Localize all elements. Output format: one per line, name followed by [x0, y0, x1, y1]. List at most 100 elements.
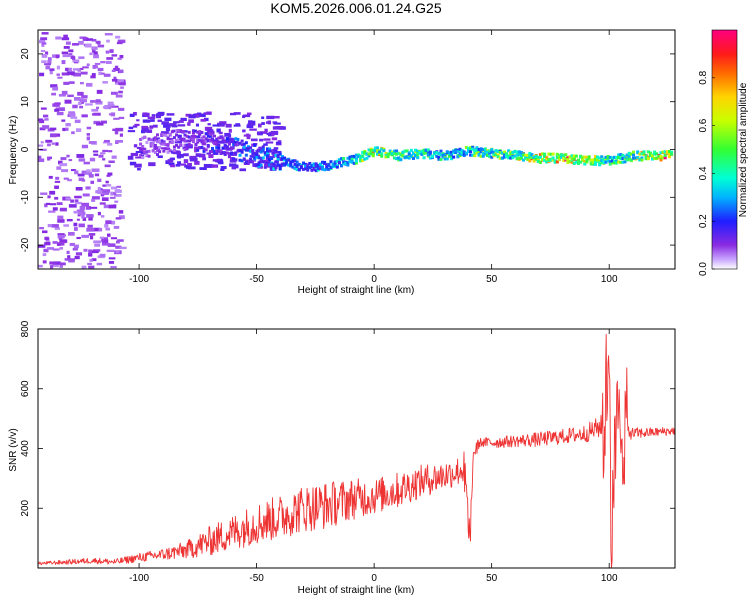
spectrogram-cell [608, 155, 612, 159]
spectrogram-cell [629, 158, 633, 162]
spectrogram-cell [120, 86, 124, 89]
spectrogram-cell [257, 123, 262, 128]
spectrogram-cell [191, 129, 195, 133]
spectrogram-cell [93, 54, 99, 59]
spectrogram-cell [256, 131, 262, 135]
spectrogram-cell [176, 153, 184, 158]
spectrogram-cell [450, 153, 454, 157]
spectrogram-cell [477, 147, 481, 151]
spectrogram-cell [200, 145, 204, 149]
spectrogram-cell [403, 149, 407, 153]
spectrogram-cell [213, 139, 217, 143]
spectrogram-cell [299, 166, 303, 170]
spectrogram-cell [110, 91, 118, 95]
spectrogram-cell [238, 141, 242, 145]
spectrogram-cell [521, 158, 525, 162]
spectrogram-cell [104, 164, 111, 168]
spectrogram-cell [40, 141, 44, 144]
spectrogram-cell [88, 141, 96, 144]
spectrogram-cell [195, 153, 201, 157]
spectrogram-cell [72, 43, 79, 46]
spectrogram-cell [177, 138, 181, 142]
spectrogram-cell [221, 151, 225, 155]
spectrogram-cell [147, 149, 151, 153]
spectrogram-cell [572, 161, 576, 165]
spectrogram-cell [496, 155, 500, 159]
spectrogram-cell [47, 143, 51, 147]
spectrogram-cell [293, 166, 297, 170]
spectrogram-cell [178, 120, 184, 123]
spectrogram-cell [88, 249, 93, 254]
spectrogram-cell [260, 131, 268, 134]
spectrogram-cell [265, 155, 271, 160]
spectrogram-cell [264, 128, 268, 133]
spectrogram-cell [249, 123, 256, 126]
spectrogram-cell [236, 149, 240, 153]
spectrogram-cell [54, 227, 60, 230]
spectrogram-cell [282, 163, 286, 167]
spectrogram-cell [50, 84, 58, 88]
spectrogram-cell [325, 165, 329, 169]
spectrogram-cell [266, 115, 275, 120]
spectrogram-cell [211, 137, 215, 141]
spectrogram-cell [579, 160, 583, 164]
spectrogram-cell [113, 117, 120, 120]
spectrogram-cell [543, 158, 547, 162]
spectrogram-cell [116, 185, 122, 188]
colorbar-tick-label: 0.8 [698, 70, 709, 84]
spectrogram-cell [608, 162, 612, 166]
spectrogram-cell [102, 81, 108, 84]
spectrogram-cell [354, 157, 358, 161]
spectrogram-cell [212, 152, 219, 155]
spectrogram-cell [441, 153, 445, 157]
spectrogram-cell [266, 154, 270, 158]
spectrogram-cell [68, 49, 74, 53]
spectrogram-cell [47, 223, 52, 228]
spectrogram-cell [51, 92, 57, 96]
spectrogram-cell [61, 60, 66, 65]
spectrogram-cell [263, 151, 267, 155]
spectrogram-cell [255, 155, 259, 159]
spectrogram-cell [477, 150, 481, 154]
spectrogram-cell [52, 207, 58, 211]
spectrogram-cell [270, 133, 275, 137]
spectrogram-cell [555, 152, 559, 156]
spectrogram-cell [233, 112, 241, 115]
spectrogram-cell [289, 160, 293, 164]
spectrogram-cell [371, 152, 375, 156]
spectrogram-cell [346, 163, 350, 167]
spectrogram-cell [49, 190, 56, 195]
spectrogram-cell [215, 142, 219, 146]
spectrogram-cell [238, 149, 242, 153]
spectrogram-cell [365, 156, 369, 160]
spectrogram-cell [259, 163, 263, 167]
spectrogram-cell [274, 147, 278, 151]
spectrogram-cell [581, 155, 585, 159]
spectrogram-cell [528, 153, 532, 157]
spectrogram-cell [612, 161, 616, 165]
spectrogram-cell [96, 122, 104, 126]
spectrogram-cell [90, 75, 96, 79]
spectrogram-cell [158, 139, 162, 143]
colorbar-tick-label: 0.0 [698, 262, 709, 276]
spectrogram-cell [106, 57, 114, 60]
spectrogram-cell [50, 133, 57, 138]
spectrogram-cell [89, 157, 96, 162]
spectrogram-cell [348, 158, 352, 162]
spectrogram-cell [91, 196, 100, 200]
spectrogram-cell [134, 163, 142, 168]
spectrogram-cell [380, 154, 384, 158]
spectrogram-cell [114, 200, 119, 203]
spectrogram-cell [244, 153, 248, 157]
spectrogram-cell [238, 153, 242, 157]
spectrogram-cell [155, 149, 159, 153]
spectrogram-cell [95, 100, 103, 105]
spectrogram-cell [183, 139, 192, 143]
spectrogram-cell [221, 136, 225, 140]
spectrogram-cell [648, 154, 652, 158]
spectrogram-cell [619, 160, 623, 164]
spectrogram-cell [579, 155, 583, 159]
spectrogram-cell [67, 255, 71, 259]
spectrogram-cell [528, 155, 532, 159]
spectrogram-cell [225, 151, 229, 155]
